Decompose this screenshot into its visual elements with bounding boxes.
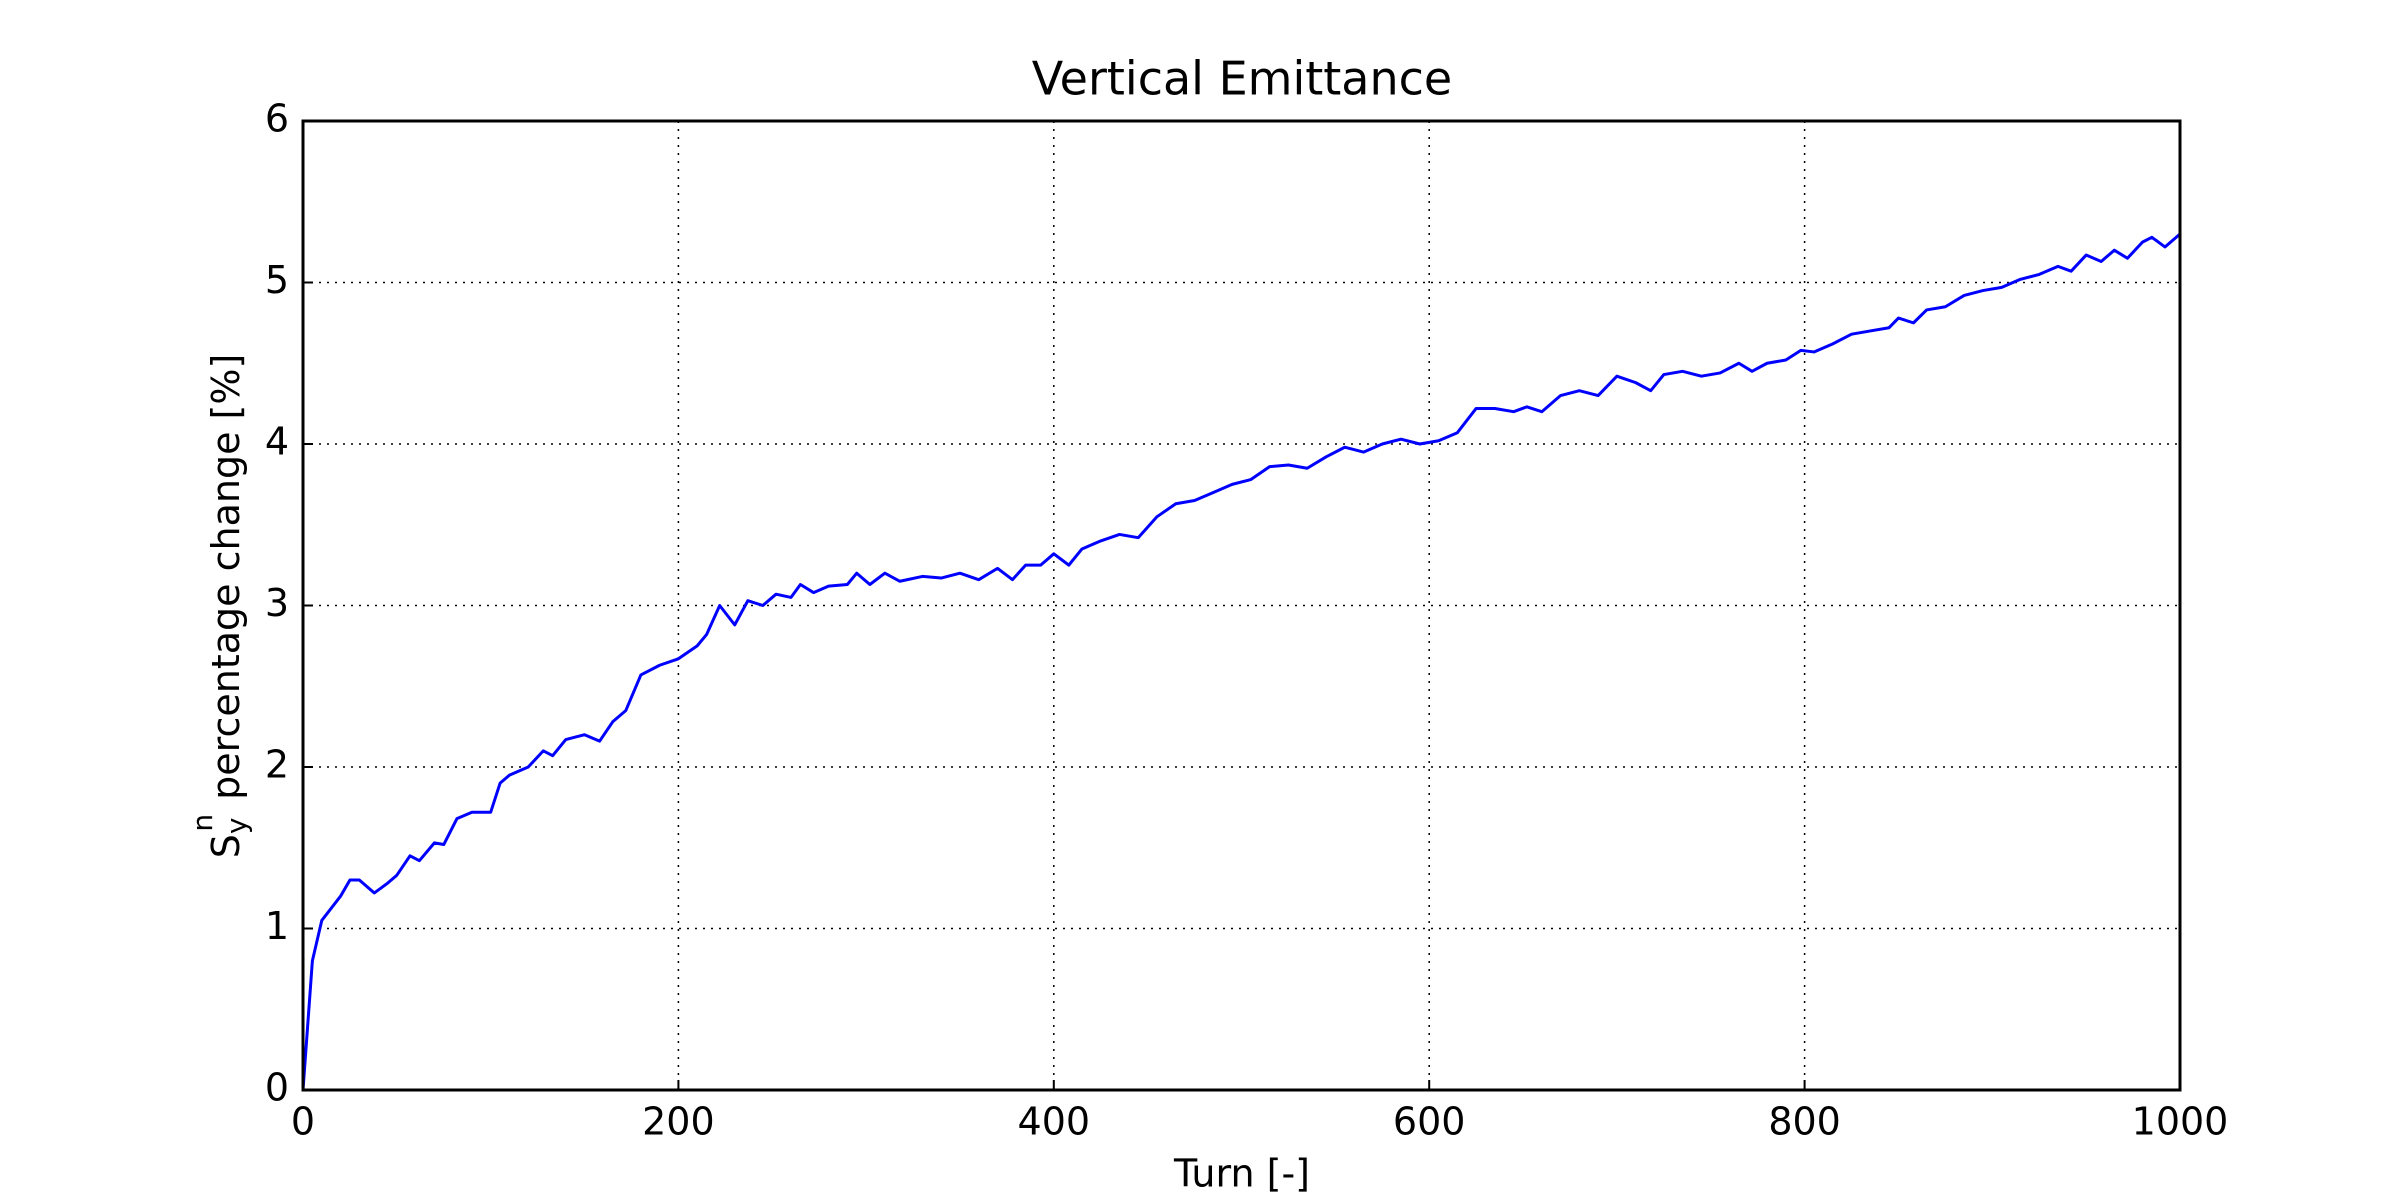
plot-frame bbox=[301, 119, 2182, 1092]
y-label-base: S bbox=[204, 834, 248, 858]
x-tick-label: 800 bbox=[1768, 1100, 1841, 1144]
y-tick-label: 1 bbox=[265, 904, 289, 948]
x-tick-label: 600 bbox=[1393, 1100, 1466, 1144]
chart-title: Vertical Emittance bbox=[1032, 52, 1452, 106]
x-tick-label: 1000 bbox=[2132, 1100, 2229, 1144]
y-tick-label: 4 bbox=[265, 420, 289, 464]
y-tick-label: 0 bbox=[265, 1066, 289, 1110]
y-tick-label: 2 bbox=[265, 743, 289, 787]
y-label-sup: n bbox=[186, 814, 219, 832]
data-line bbox=[301, 232, 2181, 1091]
x-axis-label: Turn [-] bbox=[1173, 1152, 1310, 1196]
y-axis-label: Syn percentage change [%] bbox=[186, 354, 253, 859]
x-tick-label: 400 bbox=[1018, 1100, 1091, 1144]
y-tick-label: 3 bbox=[265, 581, 289, 625]
y-tick-label: 6 bbox=[265, 97, 289, 141]
y-tick-label: 5 bbox=[265, 258, 289, 302]
y-axis-label: Syn percentage change [%] bbox=[186, 354, 253, 859]
x-tick-label: 200 bbox=[642, 1100, 715, 1144]
x-tick-label: 0 bbox=[291, 1100, 315, 1144]
y-label-sub: y bbox=[220, 818, 253, 835]
y-label-text: percentage change [%] bbox=[204, 354, 248, 800]
